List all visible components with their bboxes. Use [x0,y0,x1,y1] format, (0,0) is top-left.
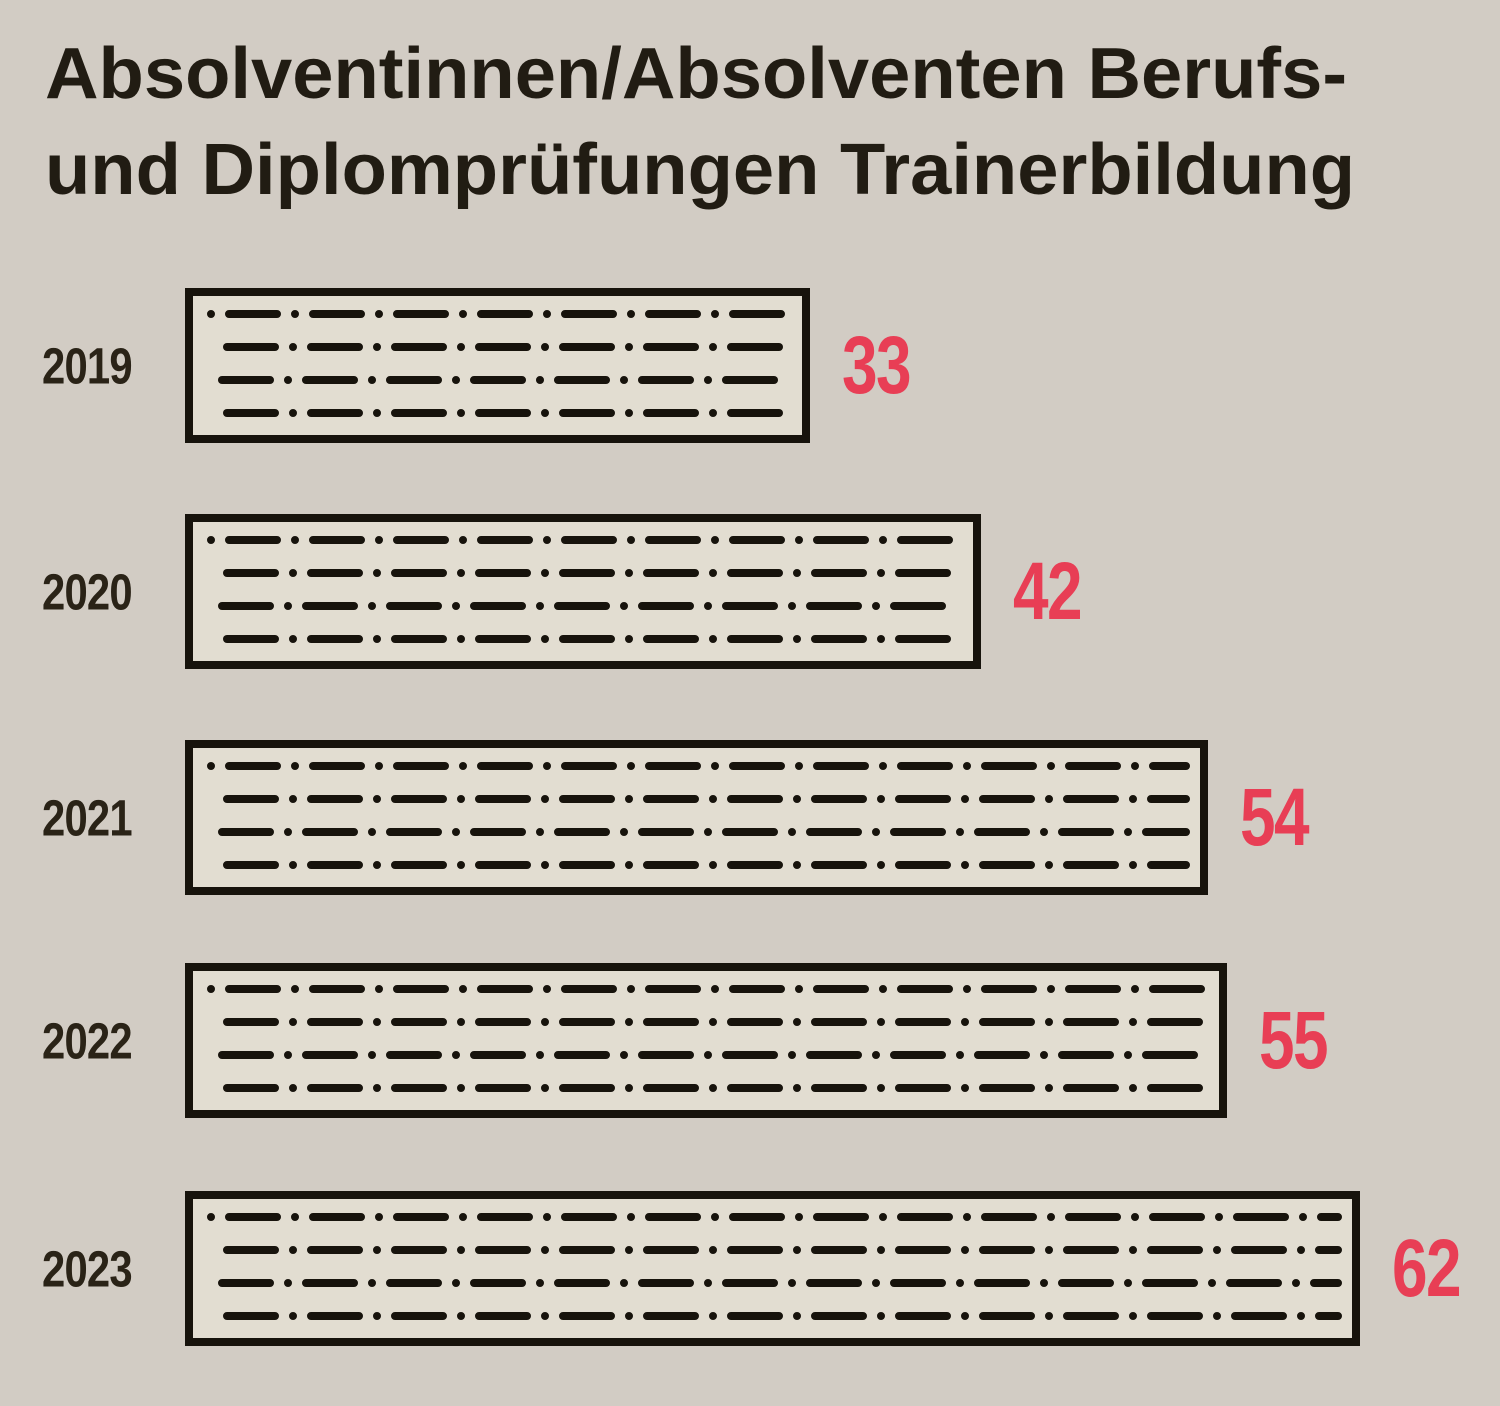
chart-title: Absolventinnen/Absolventen Berufs- und D… [45,26,1355,218]
year-label: 2023 [42,1240,133,1297]
dash-dot-hatch-pattern [207,310,792,417]
dash-dot-hatch-pattern [207,762,1190,869]
value-label: 62 [1392,1222,1462,1314]
year-label: 2022 [42,1012,133,1069]
value-label: 33 [842,319,912,411]
bar-row-2020: 2020 42 [0,514,1500,669]
bar-row-2021: 2021 54 [0,740,1500,895]
bar-2020 [185,514,981,669]
dash-dot-hatch-pattern [207,1213,1342,1320]
dash-dot-hatch-pattern [207,536,963,643]
chart-title-line-2: und Diplomprüfungen Trainerbildung [45,130,1356,210]
bar-row-2023: 2023 62 [0,1191,1500,1346]
value-label: 42 [1013,545,1083,637]
value-label: 55 [1259,994,1329,1086]
dash-dot-hatch-pattern [207,985,1209,1092]
bar-2023 [185,1191,1360,1346]
bar-2022 [185,963,1227,1118]
value-label: 54 [1240,771,1310,863]
year-label: 2020 [42,563,133,620]
bar-row-2022: 2022 55 [0,963,1500,1118]
bar-2021 [185,740,1208,895]
year-label: 2019 [42,337,133,394]
bar-row-2019: 2019 33 [0,288,1500,443]
chart-title-line-1: Absolventinnen/Absolventen Berufs- [45,34,1348,114]
bar-2019 [185,288,810,443]
year-label: 2021 [42,789,133,846]
